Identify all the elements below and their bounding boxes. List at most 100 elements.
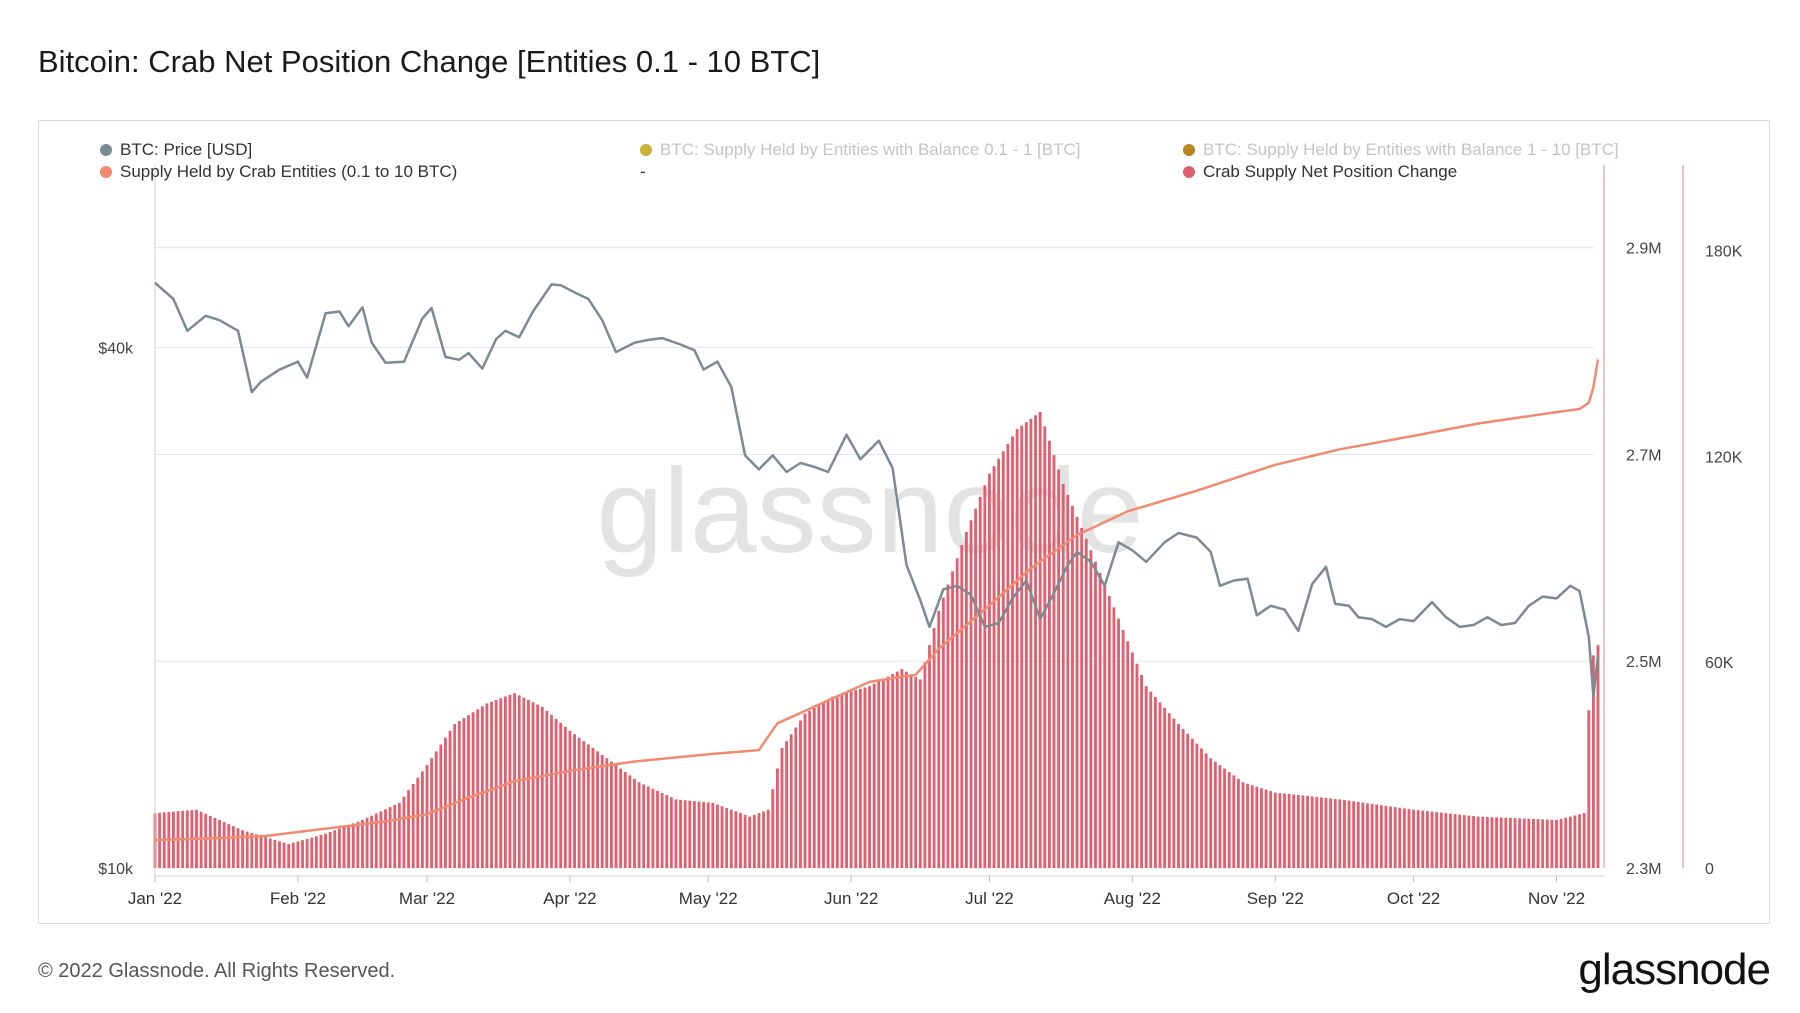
net-change-bar (1177, 723, 1180, 868)
net-change-bar (1315, 796, 1319, 868)
net-change-bar (886, 676, 890, 868)
net-change-bar (1246, 783, 1250, 868)
net-change-bar (743, 814, 747, 868)
net-change-bar (439, 744, 443, 868)
net-change-bar (1481, 816, 1485, 868)
x-tick-label: Aug '22 (1104, 889, 1161, 908)
net-change-bar (1255, 786, 1259, 868)
net-change-bar (416, 777, 420, 868)
net-change-bar (1084, 538, 1088, 868)
net-change-bar (1223, 768, 1226, 868)
copyright: © 2022 Glassnode. All Rights Reserved. (38, 960, 396, 982)
net-change-bar (872, 683, 876, 868)
net-change-bar (1564, 817, 1568, 868)
net-change-bar (1508, 817, 1512, 868)
net-change-bar (1591, 655, 1595, 868)
net-change-bar (789, 734, 793, 868)
net-change-bar (231, 826, 235, 868)
net-change-bar (794, 727, 798, 868)
net-change-bar (420, 771, 424, 868)
supply-line (154, 359, 1600, 842)
net-change-bar (550, 714, 553, 868)
net-change-bar (674, 799, 678, 868)
net-change-bar (1260, 788, 1263, 868)
net-change-bar (835, 695, 839, 868)
net-change-bar (840, 693, 844, 868)
x-tick-label: May '22 (679, 889, 738, 908)
net-change-bar (208, 815, 212, 868)
net-change-bar (1306, 795, 1309, 868)
net-change-bar (291, 842, 295, 868)
net-change-bar (683, 800, 687, 868)
net-change-bar (259, 835, 263, 868)
x-tick-label: Jun '22 (824, 889, 878, 908)
net-change-bar (370, 815, 374, 868)
net-change-bar (812, 707, 816, 868)
net-change-bar (628, 775, 632, 868)
net-change-bar (499, 698, 503, 868)
net-change-bar (1453, 814, 1457, 868)
supply-tick-label: 2.3M (1626, 861, 1662, 878)
net-change-bar (702, 801, 706, 868)
net-change-tick-label: 120K (1705, 449, 1743, 466)
net-change-bar (1555, 819, 1558, 868)
net-change-bar (905, 671, 908, 868)
net-change-bar (932, 627, 936, 868)
net-change-bar (1490, 817, 1494, 868)
legend-dot-icon (100, 144, 112, 156)
net-change-bar (1149, 691, 1153, 868)
legend-item[interactable]: BTC: Price [USD] (100, 140, 252, 160)
net-change-bar (356, 821, 360, 868)
net-change-bar (287, 844, 291, 868)
legend-item[interactable]: BTC: Supply Held by Entities with Balanc… (1183, 140, 1619, 160)
watermark: glassnode (596, 444, 1143, 578)
net-change-bar (328, 831, 332, 868)
net-change-bar (1287, 794, 1291, 868)
net-change-bar (264, 837, 268, 868)
net-change-bar (1181, 728, 1185, 868)
net-change-bar (1273, 792, 1277, 868)
net-change-bar (895, 671, 899, 868)
net-change-bar (342, 826, 346, 868)
net-change-bar (591, 747, 595, 868)
net-change-bar (374, 813, 378, 868)
supply-tick-label: 2.7M (1626, 447, 1662, 464)
supply-tick-label: 2.9M (1626, 241, 1662, 258)
net-change-bar (1232, 775, 1236, 868)
net-change-bar (393, 804, 397, 868)
net-change-bar (822, 702, 825, 868)
net-change-bar (1449, 813, 1452, 868)
net-change-bar (1389, 806, 1392, 868)
price-tick-label: $10k (98, 861, 134, 878)
legend-item[interactable]: BTC: Supply Held by Entities with Balanc… (640, 140, 1080, 160)
net-change-bar (928, 645, 931, 868)
legend-label: BTC: Supply Held by Entities with Balanc… (1203, 140, 1619, 159)
net-change-bar (946, 584, 950, 868)
net-change-bar (988, 473, 991, 868)
net-change-bar (845, 692, 848, 868)
legend-item[interactable]: Supply Held by Crab Entities (0.1 to 10 … (100, 162, 457, 182)
net-change-bar (918, 679, 922, 868)
net-change-bar (1195, 743, 1199, 868)
net-change-bar (1043, 426, 1047, 868)
net-change-bar (1347, 800, 1351, 868)
legend-item[interactable]: - (640, 162, 646, 182)
net-change-bar (868, 686, 872, 868)
net-change-bar (448, 730, 452, 868)
net-change-bar (319, 834, 323, 868)
net-change-bar (725, 807, 729, 868)
legend-item[interactable]: Crab Supply Net Position Change (1183, 162, 1457, 182)
net-change-tick-label: 0 (1705, 861, 1714, 878)
net-change-bar (508, 694, 512, 868)
net-change-bar (310, 837, 314, 868)
net-change-bar (1112, 607, 1116, 868)
net-change-bar (900, 669, 904, 868)
legend-label: Crab Supply Net Position Change (1203, 162, 1458, 181)
net-change-bar (540, 706, 544, 868)
net-change-bar (978, 496, 982, 868)
net-change-bar (586, 744, 590, 868)
net-change-bar (241, 830, 245, 868)
net-change-bar (1006, 443, 1010, 868)
page-title: Bitcoin: Crab Net Position Change [Entit… (38, 44, 821, 79)
net-change-bar (1075, 516, 1079, 868)
